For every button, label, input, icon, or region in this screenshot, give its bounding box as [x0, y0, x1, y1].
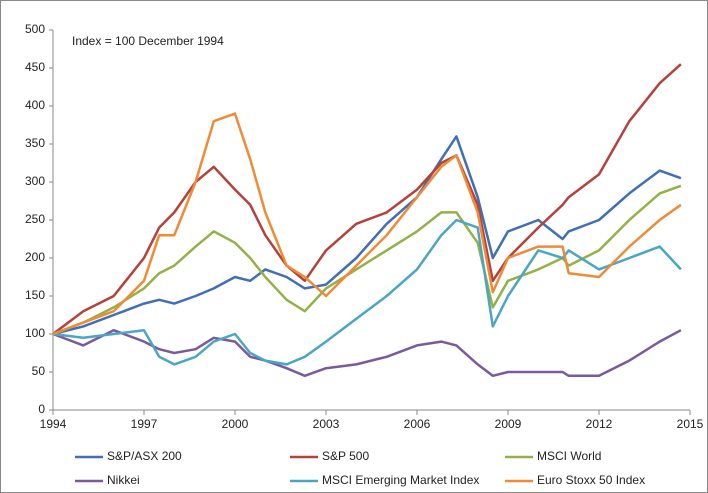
legend-label: Euro Stoxx 50 Index — [537, 473, 645, 487]
x-tick-label: 2015 — [677, 417, 704, 431]
x-tick-label: 1997 — [131, 417, 158, 431]
x-tick-label: 2009 — [495, 417, 522, 431]
y-tick-label: 450 — [25, 60, 45, 74]
x-tick-label: 2012 — [586, 417, 613, 431]
x-tick-label: 2003 — [313, 417, 340, 431]
series-line — [52, 112, 682, 336]
y-tick-label: 500 — [25, 22, 45, 36]
legend-label: Nikkei — [107, 473, 140, 487]
y-tick-label: 350 — [25, 136, 45, 150]
series-line — [52, 328, 682, 378]
legend-label: S&P/ASX 200 — [107, 449, 182, 463]
y-tick-label: 0 — [38, 402, 45, 416]
y-tick-label: 400 — [25, 98, 45, 112]
y-tick-label: 200 — [25, 250, 45, 264]
y-tick-label: 250 — [25, 212, 45, 226]
series-line — [52, 63, 682, 335]
y-tick-label: 100 — [25, 326, 45, 340]
x-tick-label: 1994 — [40, 417, 67, 431]
annotation: Index = 100 December 1994 — [72, 34, 224, 48]
x-tick-label: 2000 — [222, 417, 249, 431]
y-tick-label: 150 — [25, 288, 45, 302]
legend-label: MSCI World — [537, 449, 601, 463]
y-tick-label: 50 — [32, 364, 46, 378]
y-tick-label: 300 — [25, 174, 45, 188]
legend-label: S&P 500 — [322, 449, 369, 463]
x-tick-label: 2006 — [404, 417, 431, 431]
legend-label: MSCI Emerging Market Index — [322, 473, 479, 487]
series-line — [52, 135, 682, 336]
